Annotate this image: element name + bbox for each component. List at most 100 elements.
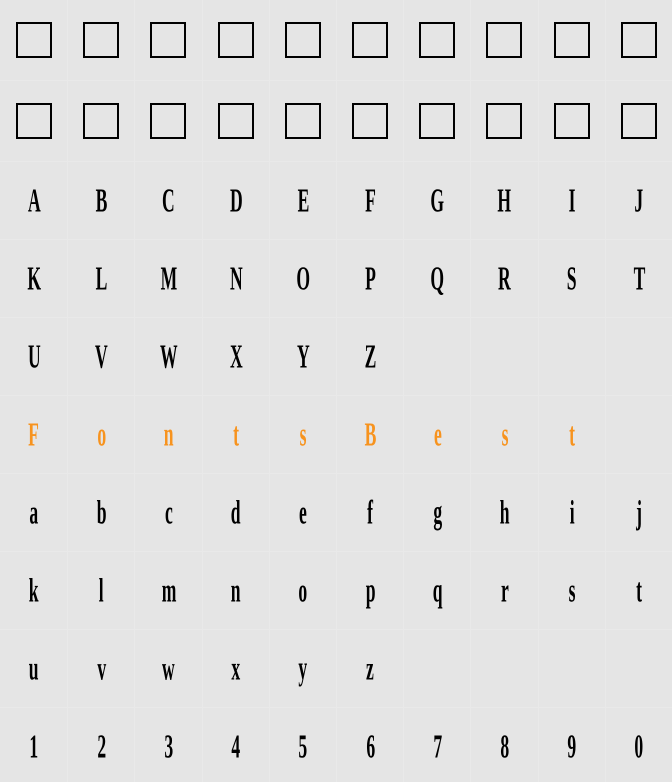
glyph-cell[interactable]: r: [470, 552, 537, 629]
glyph-cell[interactable]: N: [202, 240, 269, 317]
glyph-cell[interactable]: 9: [538, 708, 605, 782]
empty-glyph-cell[interactable]: [470, 81, 537, 161]
glyph-cell[interactable]: T: [605, 240, 672, 317]
empty-glyph-cell[interactable]: [605, 81, 672, 161]
glyph-cell[interactable]: 3: [134, 708, 201, 782]
glyph-cell[interactable]: 2: [67, 708, 134, 782]
empty-glyph-cell[interactable]: [336, 0, 403, 80]
glyph-cell[interactable]: B: [336, 396, 403, 473]
empty-glyph-cell[interactable]: [269, 0, 336, 80]
glyph-cell[interactable]: 1: [0, 708, 67, 782]
glyph-cell[interactable]: v: [67, 630, 134, 707]
glyph-cell[interactable]: f: [336, 474, 403, 551]
glyph-cell[interactable]: S: [538, 240, 605, 317]
glyph-cell[interactable]: C: [134, 162, 201, 239]
glyph-cell[interactable]: y: [269, 630, 336, 707]
glyph-cell[interactable]: 7: [403, 708, 470, 782]
glyph-cell[interactable]: t: [202, 396, 269, 473]
glyph-cell[interactable]: H: [470, 162, 537, 239]
glyph-cell[interactable]: P: [336, 240, 403, 317]
glyph-cell[interactable]: [470, 630, 537, 707]
glyph-cell[interactable]: 0: [605, 708, 672, 782]
glyph-cell[interactable]: K: [0, 240, 67, 317]
glyph-cell[interactable]: I: [538, 162, 605, 239]
glyph-cell[interactable]: [403, 318, 470, 395]
glyph-cell[interactable]: t: [538, 396, 605, 473]
glyph-cell[interactable]: n: [134, 396, 201, 473]
glyph-cell[interactable]: x: [202, 630, 269, 707]
glyph-cell[interactable]: s: [538, 552, 605, 629]
glyph-cell[interactable]: F: [0, 396, 67, 473]
glyph-cell[interactable]: c: [134, 474, 201, 551]
glyph-cell[interactable]: i: [538, 474, 605, 551]
glyph-cell[interactable]: 8: [470, 708, 537, 782]
glyph-cell[interactable]: E: [269, 162, 336, 239]
empty-glyph-cell[interactable]: [0, 0, 67, 80]
glyph-cell[interactable]: a: [0, 474, 67, 551]
glyph-cell[interactable]: U: [0, 318, 67, 395]
glyph-cell[interactable]: e: [269, 474, 336, 551]
empty-glyph-cell[interactable]: [67, 81, 134, 161]
glyph-cell[interactable]: p: [336, 552, 403, 629]
glyph-cell[interactable]: o: [269, 552, 336, 629]
glyph-cell[interactable]: g: [403, 474, 470, 551]
glyph-cell[interactable]: Q: [403, 240, 470, 317]
glyph-cell[interactable]: G: [403, 162, 470, 239]
glyph-cell[interactable]: M: [134, 240, 201, 317]
glyph-cell[interactable]: R: [470, 240, 537, 317]
glyph-cell[interactable]: [605, 318, 672, 395]
glyph-cell[interactable]: h: [470, 474, 537, 551]
glyph-cell[interactable]: Z: [336, 318, 403, 395]
glyph-cell[interactable]: [605, 630, 672, 707]
glyph-cell[interactable]: z: [336, 630, 403, 707]
empty-glyph-cell[interactable]: [202, 0, 269, 80]
glyph-cell[interactable]: t: [605, 552, 672, 629]
glyph-cell[interactable]: q: [403, 552, 470, 629]
glyph-cell[interactable]: D: [202, 162, 269, 239]
glyph-cell[interactable]: Y: [269, 318, 336, 395]
glyph-cell[interactable]: e: [403, 396, 470, 473]
empty-glyph-cell[interactable]: [134, 81, 201, 161]
glyph-cell[interactable]: k: [0, 552, 67, 629]
glyph-cell[interactable]: u: [0, 630, 67, 707]
glyph-cell[interactable]: B: [67, 162, 134, 239]
glyph-cell[interactable]: s: [470, 396, 537, 473]
empty-glyph-cell[interactable]: [134, 0, 201, 80]
empty-glyph-cell[interactable]: [403, 81, 470, 161]
glyph-cell[interactable]: W: [134, 318, 201, 395]
glyph-cell[interactable]: [403, 630, 470, 707]
empty-glyph-cell[interactable]: [605, 0, 672, 80]
glyph-cell[interactable]: n: [202, 552, 269, 629]
empty-glyph-cell[interactable]: [336, 81, 403, 161]
glyph-cell[interactable]: o: [67, 396, 134, 473]
glyph-cell[interactable]: [605, 396, 672, 473]
glyph-cell[interactable]: d: [202, 474, 269, 551]
empty-glyph-cell[interactable]: [538, 0, 605, 80]
glyph-cell[interactable]: 5: [269, 708, 336, 782]
glyph-cell[interactable]: X: [202, 318, 269, 395]
empty-glyph-cell[interactable]: [67, 0, 134, 80]
glyph-cell[interactable]: 4: [202, 708, 269, 782]
glyph-cell[interactable]: V: [67, 318, 134, 395]
glyph-cell[interactable]: s: [269, 396, 336, 473]
empty-glyph-cell[interactable]: [0, 81, 67, 161]
empty-glyph-cell[interactable]: [538, 81, 605, 161]
glyph-cell[interactable]: [538, 630, 605, 707]
glyph-cell[interactable]: b: [67, 474, 134, 551]
glyph-cell[interactable]: j: [605, 474, 672, 551]
glyph-cell[interactable]: F: [336, 162, 403, 239]
glyph-cell[interactable]: [470, 318, 537, 395]
glyph-cell[interactable]: m: [134, 552, 201, 629]
empty-glyph-cell[interactable]: [202, 81, 269, 161]
glyph-cell[interactable]: [538, 318, 605, 395]
empty-glyph-cell[interactable]: [470, 0, 537, 80]
glyph-cell[interactable]: 6: [336, 708, 403, 782]
glyph-cell[interactable]: L: [67, 240, 134, 317]
glyph-cell[interactable]: J: [605, 162, 672, 239]
glyph-cell[interactable]: O: [269, 240, 336, 317]
glyph-cell[interactable]: l: [67, 552, 134, 629]
glyph-cell[interactable]: A: [0, 162, 67, 239]
empty-glyph-cell[interactable]: [269, 81, 336, 161]
glyph-cell[interactable]: w: [134, 630, 201, 707]
empty-glyph-cell[interactable]: [403, 0, 470, 80]
